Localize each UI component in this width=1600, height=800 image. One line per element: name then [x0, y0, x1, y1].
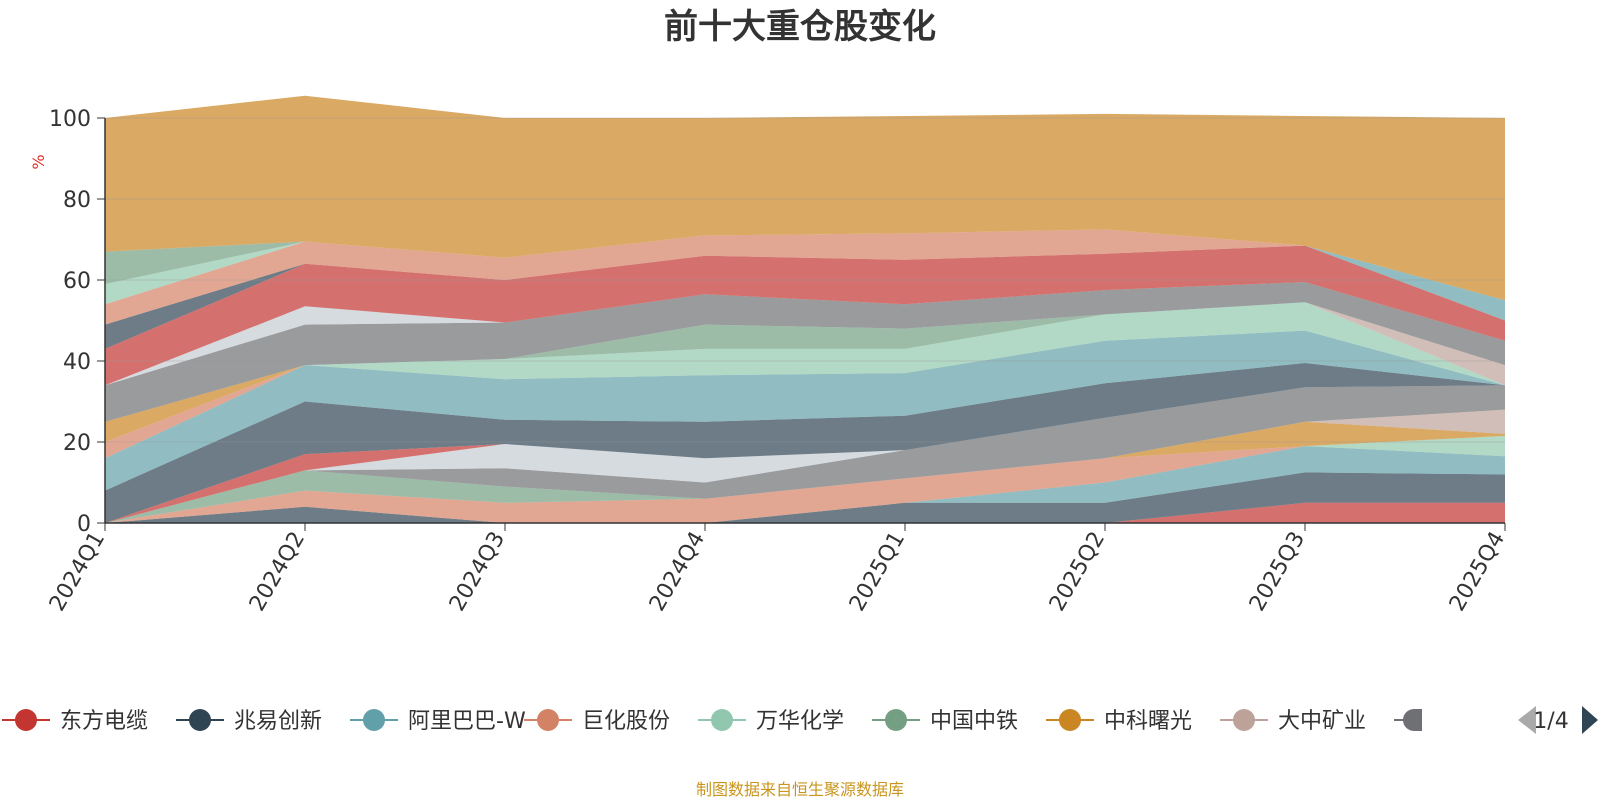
legend-marker: [1233, 709, 1255, 731]
y-axis-unit: %: [29, 154, 48, 169]
legend-marker: [189, 709, 211, 731]
data-source-note: 制图数据来自恒生聚源数据库: [696, 780, 904, 799]
legend-page-indicator: 1/4: [1533, 709, 1568, 734]
x-tick-label: 2024Q1: [45, 528, 110, 616]
x-tick-label: 2025Q1: [845, 528, 910, 616]
legend-label: 中国中铁: [930, 709, 1018, 734]
legend-label: 中科曙光: [1104, 709, 1192, 734]
legend-label: 巨化股份: [582, 709, 670, 734]
y-tick-label: 40: [63, 350, 91, 375]
legend-item[interactable]: 中国中铁: [872, 709, 1018, 734]
x-tick-label: 2024Q3: [445, 528, 510, 616]
legend-item[interactable]: 大中矿业: [1220, 709, 1366, 734]
area-series-6: [105, 435, 1505, 523]
legend-item[interactable]: 阿里巴巴-W: [350, 709, 526, 734]
y-tick-label: 20: [63, 431, 91, 456]
legend-label: 万华化学: [756, 709, 844, 734]
legend-marker-partial: [1403, 709, 1422, 731]
area-layers: [105, 95, 1505, 523]
legend: 东方电缆 兆易创新 阿里巴巴-W 巨化股份 万华化学 中国中铁 中科曙光 大中矿业 1/4: [2, 706, 1598, 734]
area-series-1: [105, 502, 1505, 523]
legend-prev-page-icon[interactable]: [1518, 706, 1536, 734]
legend-label: 大中矿业: [1278, 709, 1366, 734]
x-tick-label: 2025Q3: [1245, 528, 1310, 616]
area-series-11: [105, 385, 1505, 523]
area-series-12: [105, 363, 1505, 523]
area-series-16: [105, 302, 1505, 442]
grid-lines: [105, 117, 1505, 443]
y-tick-label: 100: [49, 107, 91, 132]
area-series-19: [105, 282, 1505, 422]
legend-label: 阿里巴巴-W: [408, 709, 526, 734]
area-series-2: [105, 472, 1505, 523]
legend-marker: [15, 709, 37, 731]
area-series-9: [105, 385, 1505, 523]
legend-item[interactable]: 万华化学: [698, 709, 844, 734]
area-series-7: [105, 421, 1505, 523]
area-series-23: [105, 229, 1505, 325]
area-series-13: [105, 330, 1505, 491]
legend-marker: [363, 709, 385, 731]
x-tick-label: 2024Q2: [245, 528, 310, 616]
area-series-15: [105, 302, 1505, 442]
y-tick-label: 60: [63, 269, 91, 294]
legend-marker: [711, 709, 733, 731]
legend-marker: [1059, 709, 1081, 731]
legend-item[interactable]: 中科曙光: [1046, 709, 1192, 734]
area-series-27: [105, 95, 1505, 301]
y-tick-label: 80: [63, 188, 91, 213]
chart-title: 前十大重仓股变化: [664, 7, 936, 47]
legend-item[interactable]: 东方电缆: [2, 709, 148, 734]
legend-label: 兆易创新: [234, 709, 322, 734]
legend-marker: [885, 709, 907, 731]
x-tick-label: 2025Q2: [1045, 528, 1110, 616]
area-series-5: [105, 435, 1505, 523]
area-series-4: [105, 446, 1505, 523]
legend-next-page-icon[interactable]: [1582, 706, 1598, 734]
y-tick-label: 0: [77, 512, 91, 537]
legend-label: 东方电缆: [60, 709, 148, 734]
x-tick-label: 2024Q4: [645, 528, 710, 616]
area-series-8: [105, 409, 1505, 523]
legend-item[interactable]: 兆易创新: [176, 709, 322, 734]
area-series-3: [105, 446, 1505, 523]
x-tick-label: 2025Q4: [1445, 528, 1510, 616]
area-series-21: [105, 245, 1505, 386]
legend-item[interactable]: 巨化股份: [524, 709, 670, 734]
legend-marker: [537, 709, 559, 731]
